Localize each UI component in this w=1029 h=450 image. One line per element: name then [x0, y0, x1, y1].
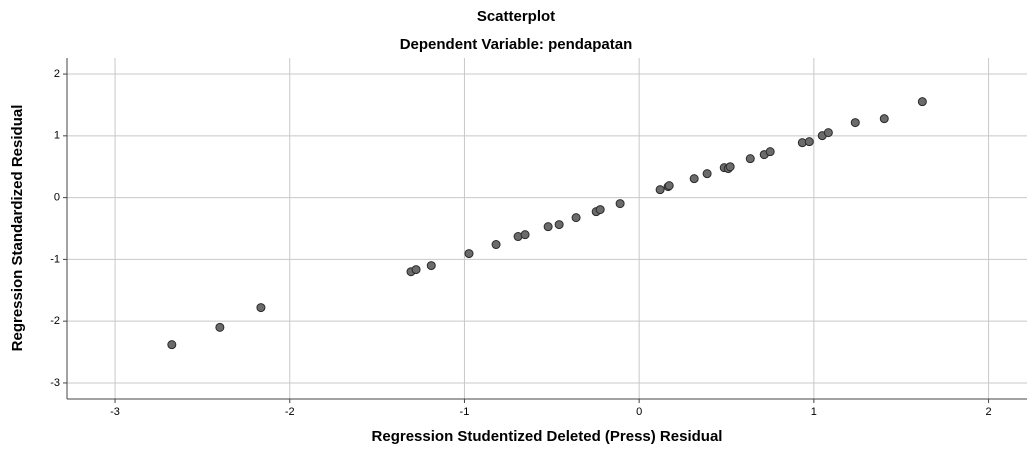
point — [917, 97, 927, 107]
point — [411, 265, 421, 275]
x-tick-label: 2 — [986, 406, 992, 418]
point — [615, 199, 625, 209]
point — [745, 154, 755, 164]
point — [571, 213, 581, 223]
chart-subtitle: Dependent Variable: pendapatan — [400, 36, 633, 53]
point — [725, 162, 735, 172]
point — [256, 303, 266, 313]
x-tick-label: 1 — [811, 406, 817, 418]
point — [655, 185, 665, 195]
x-tick-label: -3 — [110, 406, 120, 418]
point — [850, 118, 860, 128]
point — [664, 181, 674, 191]
point — [702, 169, 712, 179]
x-axis-label: Regression Studentized Deleted (Press) R… — [372, 428, 723, 445]
point — [520, 230, 530, 240]
chart-title: Scatterplot — [477, 8, 555, 25]
y-axis-label: Regression Standardized Residual — [9, 105, 26, 352]
point — [879, 114, 889, 124]
point — [823, 128, 833, 138]
point — [765, 147, 775, 157]
y-tick-label: 1 — [54, 130, 60, 142]
point — [554, 220, 564, 230]
point — [689, 174, 699, 184]
point — [491, 240, 501, 250]
y-tick-label: 2 — [54, 68, 60, 80]
point — [426, 261, 436, 271]
x-tick-label: 0 — [636, 406, 642, 418]
x-tick-label: -1 — [460, 406, 470, 418]
y-tick-label: -2 — [50, 315, 60, 327]
point — [543, 222, 553, 232]
point — [804, 137, 814, 147]
y-tick-label: 0 — [54, 192, 60, 204]
point — [595, 205, 605, 215]
y-tick-label: -1 — [50, 253, 60, 265]
point — [464, 249, 474, 259]
point — [167, 340, 177, 350]
y-tick-label: -3 — [50, 377, 60, 389]
point — [215, 322, 225, 332]
x-tick-label: -2 — [285, 406, 295, 418]
